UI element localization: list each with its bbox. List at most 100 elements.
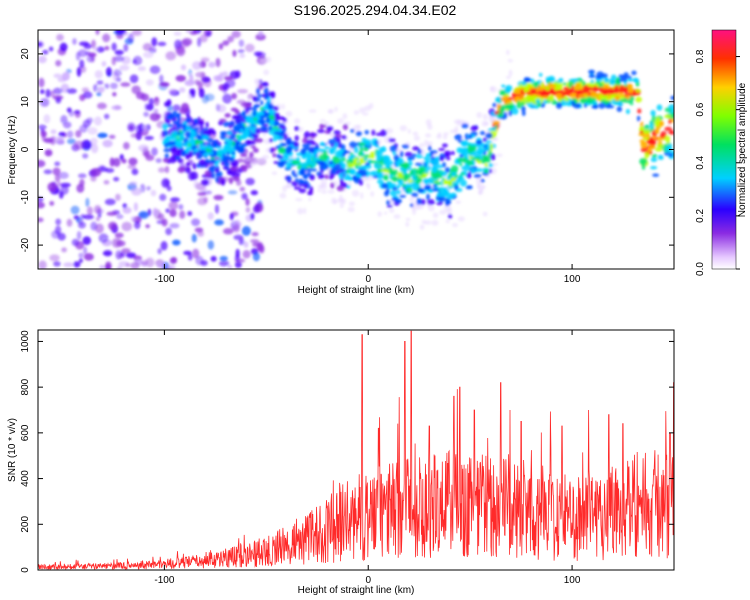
heatmap-cell: [631, 70, 637, 76]
heatmap-cell: [587, 86, 593, 91]
heatmap-cell: [389, 145, 398, 153]
heatmap-cell: [650, 157, 658, 163]
heatmap-cell: [252, 251, 261, 262]
heatmap-cell: [530, 95, 539, 101]
heatmap-cell: [223, 76, 234, 81]
heatmap-cell: [180, 64, 187, 71]
heatmap-cell: [252, 242, 261, 247]
heatmap-cell: [330, 147, 334, 154]
heatmap-cell: [205, 148, 212, 153]
heatmap-cell: [73, 110, 81, 115]
heatmap-cell: [363, 156, 367, 162]
heatmap-cell: [66, 218, 73, 227]
heatmap-cell: [277, 147, 286, 154]
heatmap-cell: [143, 111, 149, 117]
heatmap-cell: [377, 211, 382, 217]
heatmap-cell: [417, 204, 425, 210]
heatmap-cell: [427, 199, 435, 206]
heatmap-cell: [454, 184, 459, 191]
heatmap-cell: [311, 161, 316, 168]
heatmap-cell: [349, 168, 356, 176]
heatmap-cell: [57, 232, 66, 241]
heatmap-cell: [598, 87, 605, 93]
heatmap-cell: [56, 181, 61, 187]
spectrogram-x-label: Height of straight line (km): [298, 285, 415, 296]
heatmap-cell: [520, 101, 525, 107]
heatmap-cell: [484, 163, 489, 168]
heatmap-cell: [482, 113, 488, 121]
heatmap-cell: [207, 240, 215, 250]
heatmap-cell: [324, 130, 331, 134]
heatmap-cell: [316, 129, 325, 134]
heatmap-cell: [220, 133, 227, 140]
heatmap-cell: [489, 143, 494, 151]
heatmap-cell: [427, 177, 434, 185]
heatmap-cell: [343, 149, 348, 155]
heatmap-cell: [191, 151, 198, 156]
heatmap-cell: [131, 30, 142, 36]
heatmap-cell: [466, 160, 474, 166]
heatmap-cell: [70, 205, 80, 215]
heatmap-cell: [447, 179, 453, 187]
heatmap-cell: [417, 187, 425, 193]
heatmap-cell: [229, 213, 234, 221]
heatmap-cell: [260, 58, 269, 64]
heatmap-cell: [412, 131, 419, 136]
heatmap-cell: [657, 156, 664, 160]
heatmap-cell: [269, 138, 273, 143]
heatmap-cell: [321, 190, 327, 194]
heatmap-cell: [184, 80, 195, 86]
heatmap-cell: [347, 206, 355, 213]
heatmap-cell: [650, 166, 658, 170]
heatmap-cell: [255, 33, 266, 41]
heatmap-cell: [95, 30, 100, 36]
heatmap-cell: [185, 117, 191, 123]
heatmap-cell: [227, 139, 233, 147]
heatmap-cell: [254, 203, 261, 212]
heatmap-cell: [42, 49, 49, 55]
heatmap-cell: [91, 143, 99, 154]
heatmap-cell: [307, 190, 313, 196]
heatmap-cell: [153, 108, 159, 114]
heatmap-cell: [320, 169, 324, 174]
heatmap-cell: [466, 185, 473, 189]
heatmap-cell: [392, 186, 398, 191]
heatmap-cell: [177, 116, 181, 124]
heatmap-cell: [158, 213, 165, 220]
heatmap-cell: [144, 103, 149, 111]
heatmap-cell: [324, 146, 331, 150]
heatmap-cell: [43, 137, 54, 144]
heatmap-cell: [194, 227, 204, 233]
heatmap-cell: [81, 87, 90, 93]
heatmap-cell: [197, 197, 208, 206]
heatmap-cell: [445, 219, 450, 224]
heatmap-cell: [38, 217, 44, 223]
heatmap-cell: [644, 128, 650, 135]
heatmap-cell: [360, 165, 368, 170]
heatmap-cell: [104, 83, 110, 89]
heatmap-cell: [417, 168, 425, 176]
heatmap-cell: [285, 147, 292, 154]
heatmap-cell: [488, 163, 494, 168]
heatmap-cell: [54, 161, 61, 167]
heatmap-cell: [228, 157, 235, 162]
heatmap-cell: [385, 127, 394, 134]
heatmap-cell: [195, 255, 204, 266]
heatmap-cell: [444, 150, 452, 157]
heatmap-cell: [507, 103, 514, 109]
heatmap-cell: [402, 174, 408, 180]
heatmap-cell: [195, 148, 199, 152]
snr-x-tick-label: -100: [154, 575, 174, 586]
heatmap-cell: [38, 196, 44, 203]
heatmap-cell: [332, 156, 341, 164]
heatmap-cell: [78, 252, 84, 259]
heatmap-cell: [222, 83, 230, 91]
heatmap-cell: [603, 100, 610, 105]
heatmap-cell: [459, 163, 463, 167]
heatmap-cell: [665, 145, 673, 153]
heatmap-cell: [467, 171, 472, 179]
heatmap-cell: [167, 105, 174, 112]
heatmap-cell: [640, 142, 648, 146]
heatmap-cell: [562, 86, 570, 91]
heatmap-cell: [181, 149, 187, 157]
